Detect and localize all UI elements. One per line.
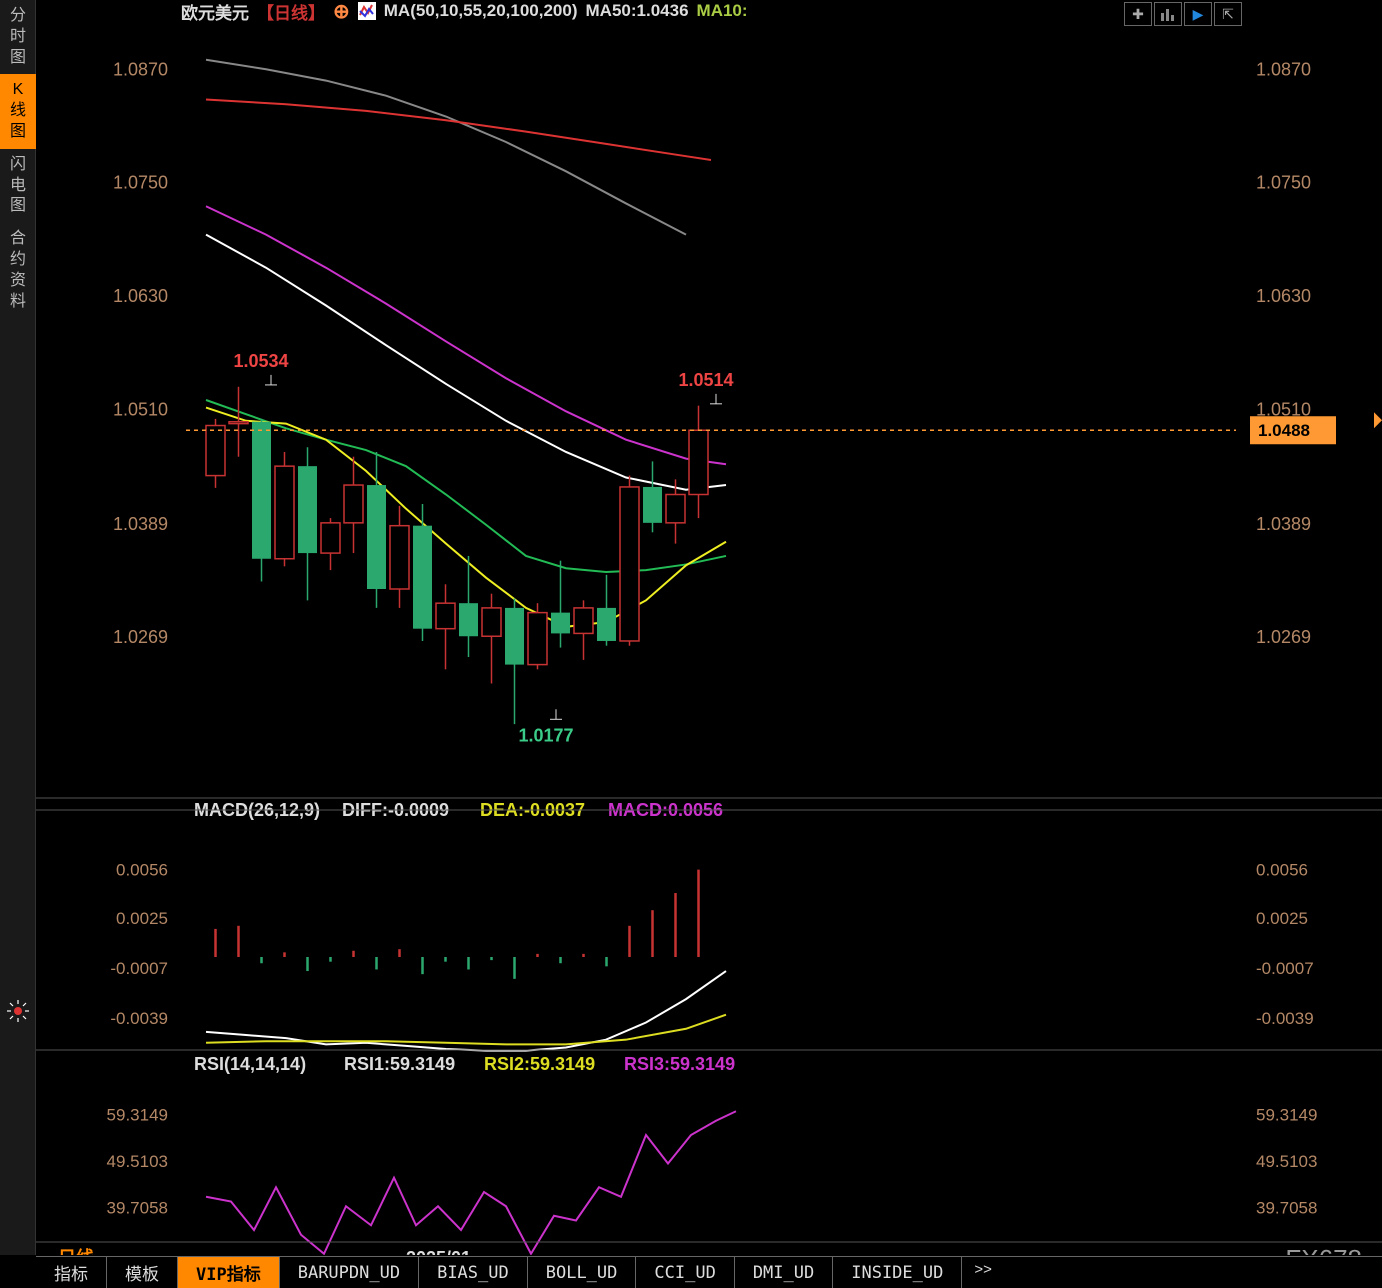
svg-text:0.0056: 0.0056 bbox=[116, 861, 168, 880]
svg-text:1.0177: 1.0177 bbox=[518, 725, 573, 745]
svg-text:日线: 日线 bbox=[58, 1247, 94, 1255]
sidebar-item[interactable]: 闪电图 bbox=[0, 149, 36, 223]
sidebar-item[interactable]: 分时图 bbox=[0, 0, 36, 74]
svg-text:▲: ▲ bbox=[108, 1251, 123, 1255]
ma50-value: MA50:1.0436 bbox=[586, 1, 689, 21]
svg-text:RSI3:59.3149: RSI3:59.3149 bbox=[624, 1054, 735, 1074]
main-area: 欧元美元 【日线】 ⊕ MA(50,10,55,20,100,200) MA50… bbox=[36, 0, 1382, 1255]
tab-VIP指标[interactable]: VIP指标 bbox=[178, 1257, 280, 1288]
svg-text:1.0269: 1.0269 bbox=[113, 627, 168, 647]
svg-text:49.5103: 49.5103 bbox=[1256, 1152, 1317, 1171]
svg-text:1.0389: 1.0389 bbox=[113, 514, 168, 534]
svg-text:1.0750: 1.0750 bbox=[1256, 173, 1311, 193]
bottom-tabs: 指标模板VIP指标BARUPDN_UDBIAS_UDBOLL_UDCCI_UDD… bbox=[36, 1256, 1382, 1288]
svg-text:RSI2:59.3149: RSI2:59.3149 bbox=[484, 1054, 595, 1074]
svg-text:1.0510: 1.0510 bbox=[113, 399, 168, 419]
svg-text:FX678: FX678 bbox=[1285, 1244, 1362, 1255]
svg-text:59.3149: 59.3149 bbox=[1256, 1106, 1317, 1125]
svg-text:1.0389: 1.0389 bbox=[1256, 514, 1311, 534]
more-indicators-button[interactable]: >> bbox=[962, 1257, 1004, 1288]
indicator-icon[interactable] bbox=[358, 2, 376, 20]
svg-text:-0.0039: -0.0039 bbox=[110, 1009, 168, 1028]
indicator-tab[interactable]: INSIDE_UD bbox=[833, 1257, 962, 1288]
svg-text:1.0269: 1.0269 bbox=[1256, 627, 1311, 647]
svg-text:39.7058: 39.7058 bbox=[1256, 1199, 1317, 1218]
svg-text:-0.0039: -0.0039 bbox=[1256, 1009, 1314, 1028]
indicator-tab[interactable]: CCI_UD bbox=[636, 1257, 734, 1288]
instrument-title: 欧元美元 bbox=[181, 0, 249, 24]
svg-text:RSI1:59.3149: RSI1:59.3149 bbox=[344, 1054, 455, 1074]
indicator-tab[interactable]: DMI_UD bbox=[735, 1257, 833, 1288]
svg-text:1.0534: 1.0534 bbox=[233, 351, 288, 371]
svg-text:2025/01: 2025/01 bbox=[406, 1248, 471, 1255]
svg-text:1.0630: 1.0630 bbox=[113, 286, 168, 306]
sun-icon[interactable] bbox=[7, 1000, 29, 1022]
indicator-tab[interactable]: BIAS_UD bbox=[419, 1257, 528, 1288]
sidebar-item[interactable]: 合约资料 bbox=[0, 223, 36, 318]
period-label: 【日线】 bbox=[257, 0, 325, 24]
target-icon: ⊕ bbox=[333, 0, 350, 24]
svg-text:39.7058: 39.7058 bbox=[107, 1199, 168, 1218]
ma-params: MA(50,10,55,20,100,200) bbox=[384, 1, 578, 21]
svg-text:1.0488: 1.0488 bbox=[1258, 421, 1310, 440]
indicator-tab[interactable]: BARUPDN_UD bbox=[280, 1257, 419, 1288]
ma10-value: MA10: bbox=[697, 1, 748, 21]
indicator-tab[interactable]: BOLL_UD bbox=[528, 1257, 637, 1288]
svg-text:1.0630: 1.0630 bbox=[1256, 286, 1311, 306]
chart-header: 欧元美元 【日线】 ⊕ MA(50,10,55,20,100,200) MA50… bbox=[181, 0, 1242, 22]
svg-text:-0.0007: -0.0007 bbox=[1256, 959, 1314, 978]
svg-text:1.0514: 1.0514 bbox=[678, 370, 733, 390]
tab-指标[interactable]: 指标 bbox=[36, 1257, 107, 1288]
svg-text:-0.0007: -0.0007 bbox=[110, 959, 168, 978]
sidebar-item[interactable]: K线图 bbox=[0, 74, 36, 148]
svg-text:49.5103: 49.5103 bbox=[107, 1152, 168, 1171]
svg-text:1.0750: 1.0750 bbox=[113, 173, 168, 193]
tab-模板[interactable]: 模板 bbox=[107, 1257, 178, 1288]
svg-text:0.0056: 0.0056 bbox=[1256, 861, 1308, 880]
svg-text:59.3149: 59.3149 bbox=[107, 1106, 168, 1125]
chart-area[interactable]: 1.0870 1.0870 1.0750 1.0750 1.0630 1.0630 1.05… bbox=[36, 22, 1382, 1255]
svg-text:0.0025: 0.0025 bbox=[116, 909, 168, 928]
svg-text:1.0870: 1.0870 bbox=[113, 59, 168, 79]
svg-text:0.0025: 0.0025 bbox=[1256, 909, 1308, 928]
svg-text:1.0870: 1.0870 bbox=[1256, 59, 1311, 79]
left-sidebar: 分时图K线图闪电图合约资料 bbox=[0, 0, 36, 1255]
svg-text:RSI(14,14,14): RSI(14,14,14) bbox=[194, 1054, 306, 1074]
